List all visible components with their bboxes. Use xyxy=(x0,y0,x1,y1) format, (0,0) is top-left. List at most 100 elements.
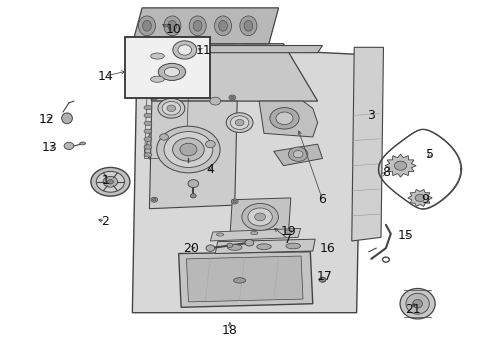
Ellipse shape xyxy=(233,200,236,203)
Ellipse shape xyxy=(144,129,152,134)
Text: 14: 14 xyxy=(98,69,113,82)
Text: 1: 1 xyxy=(102,174,109,186)
Ellipse shape xyxy=(233,278,245,283)
Ellipse shape xyxy=(193,21,202,31)
Ellipse shape xyxy=(144,145,152,149)
Ellipse shape xyxy=(240,16,256,36)
Ellipse shape xyxy=(269,108,299,129)
Text: 6: 6 xyxy=(318,193,326,206)
Ellipse shape xyxy=(150,76,164,82)
Polygon shape xyxy=(351,47,383,241)
Ellipse shape xyxy=(242,203,278,230)
FancyBboxPatch shape xyxy=(125,37,210,98)
Ellipse shape xyxy=(144,137,152,141)
Text: 19: 19 xyxy=(280,225,296,238)
Ellipse shape xyxy=(293,150,303,158)
Ellipse shape xyxy=(205,245,214,251)
Ellipse shape xyxy=(142,21,151,31)
Ellipse shape xyxy=(61,113,72,124)
Text: 18: 18 xyxy=(222,324,237,337)
Ellipse shape xyxy=(166,105,175,112)
Polygon shape xyxy=(132,45,322,53)
Polygon shape xyxy=(186,256,303,302)
Ellipse shape xyxy=(230,116,248,130)
Ellipse shape xyxy=(151,197,158,202)
Polygon shape xyxy=(147,19,176,44)
Text: 12: 12 xyxy=(39,113,55,126)
Text: 3: 3 xyxy=(366,109,374,122)
Ellipse shape xyxy=(226,243,232,247)
Ellipse shape xyxy=(164,67,179,76)
Polygon shape xyxy=(215,239,315,253)
Ellipse shape xyxy=(172,41,196,59)
Ellipse shape xyxy=(163,16,181,36)
Ellipse shape xyxy=(64,142,74,149)
Ellipse shape xyxy=(158,98,184,118)
Ellipse shape xyxy=(319,277,325,282)
Ellipse shape xyxy=(178,45,191,55)
Ellipse shape xyxy=(163,132,212,167)
Polygon shape xyxy=(384,154,415,177)
Ellipse shape xyxy=(227,244,242,250)
Text: 17: 17 xyxy=(316,270,332,283)
Ellipse shape xyxy=(144,121,152,126)
Ellipse shape xyxy=(412,300,422,308)
Ellipse shape xyxy=(231,199,238,204)
Text: 5: 5 xyxy=(425,148,433,161)
Ellipse shape xyxy=(91,167,130,196)
Ellipse shape xyxy=(209,97,220,105)
Ellipse shape xyxy=(159,134,168,140)
Ellipse shape xyxy=(254,213,265,221)
Ellipse shape xyxy=(152,96,156,99)
Text: 10: 10 xyxy=(165,23,182,36)
Ellipse shape xyxy=(162,102,180,115)
Ellipse shape xyxy=(144,153,152,157)
Ellipse shape xyxy=(187,180,198,188)
Ellipse shape xyxy=(103,176,118,187)
Text: 16: 16 xyxy=(319,242,335,255)
Text: 21: 21 xyxy=(404,303,420,316)
Text: 4: 4 xyxy=(206,163,214,176)
Ellipse shape xyxy=(157,126,220,173)
Ellipse shape xyxy=(244,21,252,31)
Ellipse shape xyxy=(190,194,196,198)
Text: 2: 2 xyxy=(102,215,109,228)
Circle shape xyxy=(414,194,424,202)
Polygon shape xyxy=(178,19,207,44)
Ellipse shape xyxy=(172,138,204,161)
Polygon shape xyxy=(273,144,322,166)
Ellipse shape xyxy=(218,21,227,31)
Polygon shape xyxy=(210,19,239,44)
Ellipse shape xyxy=(226,113,252,132)
Text: 13: 13 xyxy=(41,141,57,154)
Polygon shape xyxy=(149,101,237,209)
Circle shape xyxy=(393,161,406,170)
Ellipse shape xyxy=(285,243,300,249)
Ellipse shape xyxy=(228,95,235,100)
Ellipse shape xyxy=(250,231,257,235)
Ellipse shape xyxy=(152,198,156,201)
Polygon shape xyxy=(407,189,431,206)
Text: 8: 8 xyxy=(381,166,389,179)
Polygon shape xyxy=(242,19,271,44)
Polygon shape xyxy=(178,252,312,307)
Ellipse shape xyxy=(151,95,158,100)
Ellipse shape xyxy=(138,16,155,36)
Ellipse shape xyxy=(167,21,176,31)
Ellipse shape xyxy=(275,112,292,125)
Ellipse shape xyxy=(399,288,434,319)
Polygon shape xyxy=(132,44,361,313)
Ellipse shape xyxy=(158,63,185,80)
Text: 7: 7 xyxy=(284,233,292,246)
Text: 9: 9 xyxy=(420,193,428,206)
Ellipse shape xyxy=(80,142,85,145)
Ellipse shape xyxy=(189,16,206,36)
Ellipse shape xyxy=(205,140,215,148)
Polygon shape xyxy=(132,44,317,101)
Ellipse shape xyxy=(150,53,164,59)
Ellipse shape xyxy=(180,143,197,156)
Ellipse shape xyxy=(256,244,271,249)
Ellipse shape xyxy=(244,239,253,246)
Text: 15: 15 xyxy=(397,229,412,242)
Ellipse shape xyxy=(96,171,124,192)
